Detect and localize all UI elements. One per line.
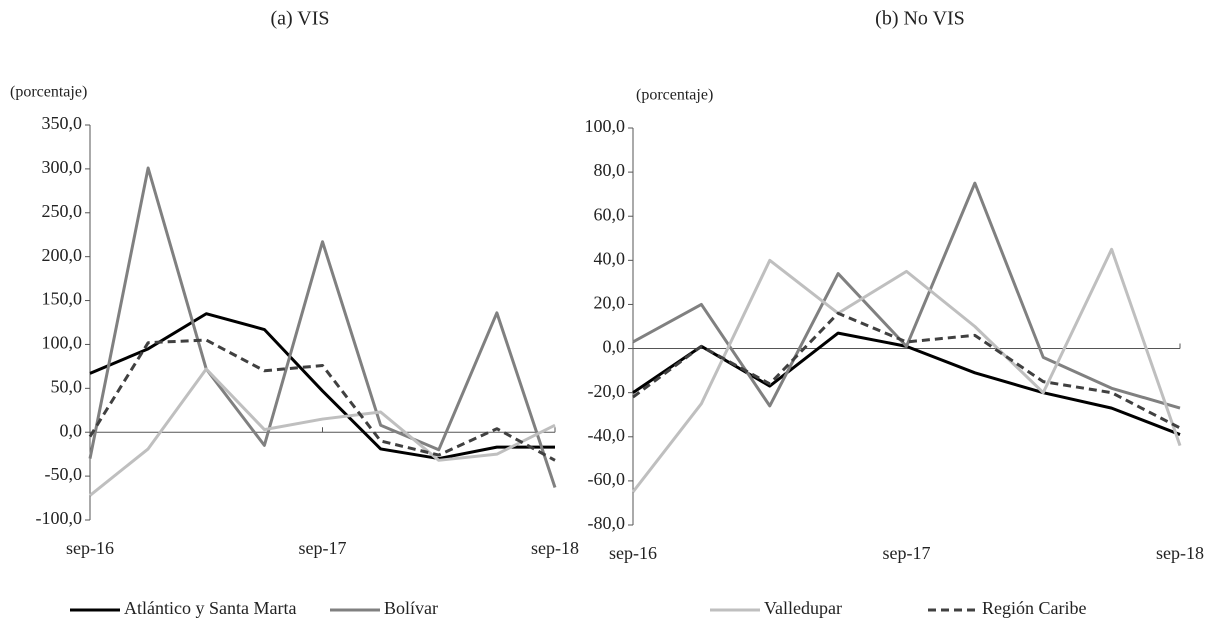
series-line — [89, 312, 555, 461]
y-tick-label: 0,0 — [603, 337, 626, 357]
x-tick-label: sep-18 — [1156, 543, 1204, 563]
series-line — [631, 247, 1182, 493]
y-tick-label: 300,0 — [42, 157, 83, 177]
y-tick-label: -50,0 — [45, 464, 83, 484]
y-axis-label: (porcentaje) — [10, 84, 87, 101]
series-line — [88, 338, 556, 462]
y-tick-label: 250,0 — [42, 201, 83, 221]
y-tick-label: -80,0 — [588, 513, 626, 533]
y-tick-label: -60,0 — [588, 469, 626, 489]
y-tick-label: 100,0 — [585, 116, 626, 136]
y-tick-label: 60,0 — [594, 204, 626, 224]
y-tick-label: 100,0 — [42, 333, 83, 353]
y-tick-label: 200,0 — [42, 245, 83, 265]
series-line — [88, 166, 557, 488]
chart-title: (b) No VIS — [875, 8, 965, 30]
legend-label: Región Caribe — [982, 598, 1086, 618]
legend-label: Bolívar — [384, 598, 438, 618]
y-tick-label: -100,0 — [36, 508, 83, 528]
x-tick-label: sep-18 — [531, 538, 579, 558]
y-tick-label: 80,0 — [594, 160, 626, 180]
y-tick-label: 0,0 — [60, 420, 83, 440]
x-tick-label: sep-16 — [66, 538, 114, 558]
y-axis-label: (porcentaje) — [636, 87, 713, 104]
x-tick-label: sep-17 — [299, 538, 347, 558]
legend-label: Valledupar — [764, 598, 842, 618]
legend-label: Atlántico y Santa Marta — [124, 598, 296, 618]
y-tick-label: 20,0 — [594, 293, 626, 313]
y-tick-label: 150,0 — [42, 289, 83, 309]
x-tick-label: sep-16 — [609, 543, 657, 563]
y-tick-label: 50,0 — [51, 376, 83, 396]
y-tick-label: 350,0 — [42, 113, 83, 133]
y-tick-label: -20,0 — [588, 381, 626, 401]
series-line — [89, 367, 556, 497]
x-tick-label: sep-17 — [883, 543, 931, 563]
series-line — [632, 181, 1181, 410]
chart-title: (a) VIS — [270, 8, 329, 30]
y-tick-label: -40,0 — [588, 425, 626, 445]
y-tick-label: 40,0 — [594, 248, 626, 268]
series-line — [632, 311, 1181, 430]
